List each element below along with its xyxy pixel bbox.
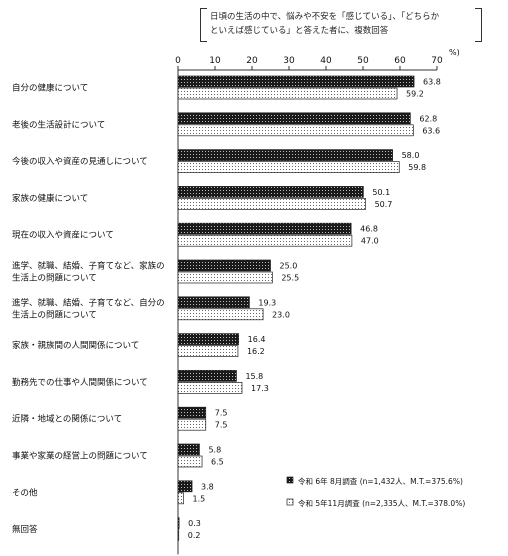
data-label: 16.4 bbox=[248, 335, 266, 344]
bars: 63.8 62.8 58.0 50.1 46.8 25.0 19.3 16.4 15.8 7.5 5… bbox=[177, 75, 441, 541]
bracket-right bbox=[475, 8, 482, 42]
legend-swatch bbox=[286, 498, 294, 506]
x-tick-label: 20 bbox=[246, 56, 258, 66]
x-tick-label: 30 bbox=[283, 56, 295, 66]
note-line-1: 日頃の生活の中で、悩みや不安を「感じている」、「どちらか bbox=[210, 12, 440, 22]
category-label: 無回答 bbox=[12, 524, 38, 535]
bar-r6 bbox=[177, 149, 393, 161]
bar-r6 bbox=[177, 406, 207, 419]
x-tick-label: 60 bbox=[394, 56, 406, 66]
category-label: 進学、就職、結婚、子育てなど、家族の bbox=[12, 261, 165, 272]
category-label: 生活上の問題について bbox=[12, 273, 97, 284]
data-label: 63.8 bbox=[423, 78, 441, 87]
bracket-left bbox=[200, 8, 207, 42]
note-text: 日頃の生活の中で、悩みや不安を「感じている」、「どちらか といえば感じている」と… bbox=[210, 10, 474, 38]
bar-r6 bbox=[177, 112, 411, 125]
x-tick-label: 50 bbox=[357, 56, 369, 66]
legend-label: 令和 5年11月調査 (n=2,335人、M.T.=378.0%) bbox=[298, 498, 465, 508]
bar-r6 bbox=[177, 186, 364, 198]
category-label: 生活上の問題について bbox=[12, 309, 97, 320]
data-label: 0.3 bbox=[188, 519, 201, 528]
data-label: 19.3 bbox=[258, 298, 276, 307]
data-label: 59.2 bbox=[406, 90, 424, 99]
x-tick-label: 70 bbox=[431, 56, 443, 66]
bar-r5 bbox=[177, 87, 398, 100]
data-label: 1.5 bbox=[193, 494, 206, 503]
question-note: 日頃の生活の中で、悩みや不安を「感じている」、「どちらか といえば感じている」と… bbox=[200, 8, 482, 42]
category-label: 事業や家業の経営上の問題について bbox=[12, 451, 148, 462]
bar-r6 bbox=[177, 480, 193, 493]
data-label: 6.5 bbox=[211, 458, 224, 467]
data-label: 62.8 bbox=[419, 114, 437, 123]
bar-r6 bbox=[177, 333, 240, 345]
bar-r5 bbox=[177, 234, 353, 247]
data-label: 63.6 bbox=[422, 126, 440, 135]
bar-r6 bbox=[177, 443, 200, 456]
category-labels: 自分の健康について老後の生活設計について今後の収入や資産の見通しについて家族の健… bbox=[12, 83, 165, 536]
bar-r6 bbox=[177, 517, 180, 529]
data-label: 59.8 bbox=[408, 163, 426, 172]
bar-r5 bbox=[177, 198, 366, 210]
bar-r5 bbox=[177, 271, 273, 284]
data-label: 3.8 bbox=[201, 482, 214, 491]
bar-r5 bbox=[177, 455, 203, 468]
legend-label: 令和 6年 8月調査 (n=1,432人、M.T.=375.6%) bbox=[298, 476, 463, 486]
data-label: 50.1 bbox=[372, 188, 390, 197]
bar-r5 bbox=[177, 382, 243, 394]
bar-r6 bbox=[177, 259, 271, 272]
x-tick-label: 0 bbox=[175, 56, 181, 66]
data-label: 23.0 bbox=[272, 310, 290, 319]
bar-r6 bbox=[177, 296, 250, 309]
data-label: 25.0 bbox=[280, 262, 298, 271]
bar-r6 bbox=[177, 370, 237, 382]
category-label: 進学、就職、結婚、子育てなど、自分の bbox=[12, 297, 165, 308]
data-label: 25.5 bbox=[281, 274, 299, 283]
data-label: 46.8 bbox=[360, 225, 378, 234]
bar-r6 bbox=[177, 75, 415, 88]
data-label: 0.2 bbox=[188, 531, 201, 540]
legend-swatch bbox=[286, 476, 294, 484]
data-label: 58.0 bbox=[402, 151, 420, 160]
data-label: 15.8 bbox=[245, 372, 263, 381]
category-label: 今後の収入や資産の見通しについて bbox=[12, 156, 148, 167]
category-label: 勤務先での仕事や人間関係について bbox=[12, 377, 148, 388]
category-label: 現在の収入や資産について bbox=[12, 230, 114, 241]
category-label: 家族・親族間の人間関係について bbox=[12, 340, 139, 351]
category-label: その他 bbox=[12, 487, 38, 498]
x-tick-label: 10 bbox=[209, 56, 221, 66]
data-label: 7.5 bbox=[215, 421, 228, 430]
note-line-2: といえば感じている」と答えた者に、複数回答 bbox=[210, 26, 389, 36]
data-label: 16.2 bbox=[247, 347, 265, 356]
data-label: 5.8 bbox=[208, 446, 221, 455]
bar-r5 bbox=[177, 161, 400, 173]
bar-r5 bbox=[177, 308, 264, 321]
bar-r5 bbox=[177, 529, 180, 541]
bar-r5 bbox=[177, 124, 414, 137]
legend: 令和 6年 8月調査 (n=1,432人、M.T.=375.6%) 令和 5年11… bbox=[286, 476, 465, 508]
category-label: 老後の生活設計について bbox=[12, 119, 105, 130]
data-label: 47.0 bbox=[361, 237, 379, 246]
bar-r6 bbox=[177, 222, 352, 235]
category-label: 家族の健康について bbox=[12, 193, 88, 204]
bar-r5 bbox=[177, 418, 207, 431]
unit-label: %) bbox=[449, 48, 460, 57]
x-tick-label: 40 bbox=[320, 56, 332, 66]
bar-r5 bbox=[177, 345, 239, 357]
data-label: 50.7 bbox=[375, 200, 393, 209]
category-label: 自分の健康について bbox=[12, 83, 88, 94]
category-label: 近隣・地域との関係について bbox=[12, 414, 122, 425]
data-label: 7.5 bbox=[215, 409, 228, 418]
data-label: 17.3 bbox=[251, 384, 269, 393]
bar-r5 bbox=[177, 492, 184, 505]
